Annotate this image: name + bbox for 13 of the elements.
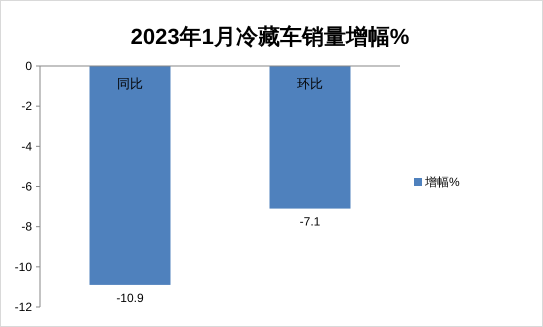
y-tick-label: 0: [25, 59, 32, 73]
x-tick-label: 环比: [297, 76, 323, 91]
y-tick-label: -10: [14, 260, 32, 274]
y-tick-label: -6: [21, 180, 32, 194]
y-tick-label: -8: [21, 220, 32, 234]
y-tick-label: -4: [21, 139, 32, 154]
data-label: -10.9: [116, 290, 144, 305]
legend-label: 增幅%: [424, 175, 460, 189]
data-label: -7.1: [300, 214, 321, 229]
x-tick-label: 同比: [117, 76, 143, 91]
y-tick-label: -12: [14, 300, 32, 314]
chart-title: 2023年1月冷藏车销量增幅%: [130, 24, 410, 49]
y-tick-label: -2: [21, 99, 32, 114]
